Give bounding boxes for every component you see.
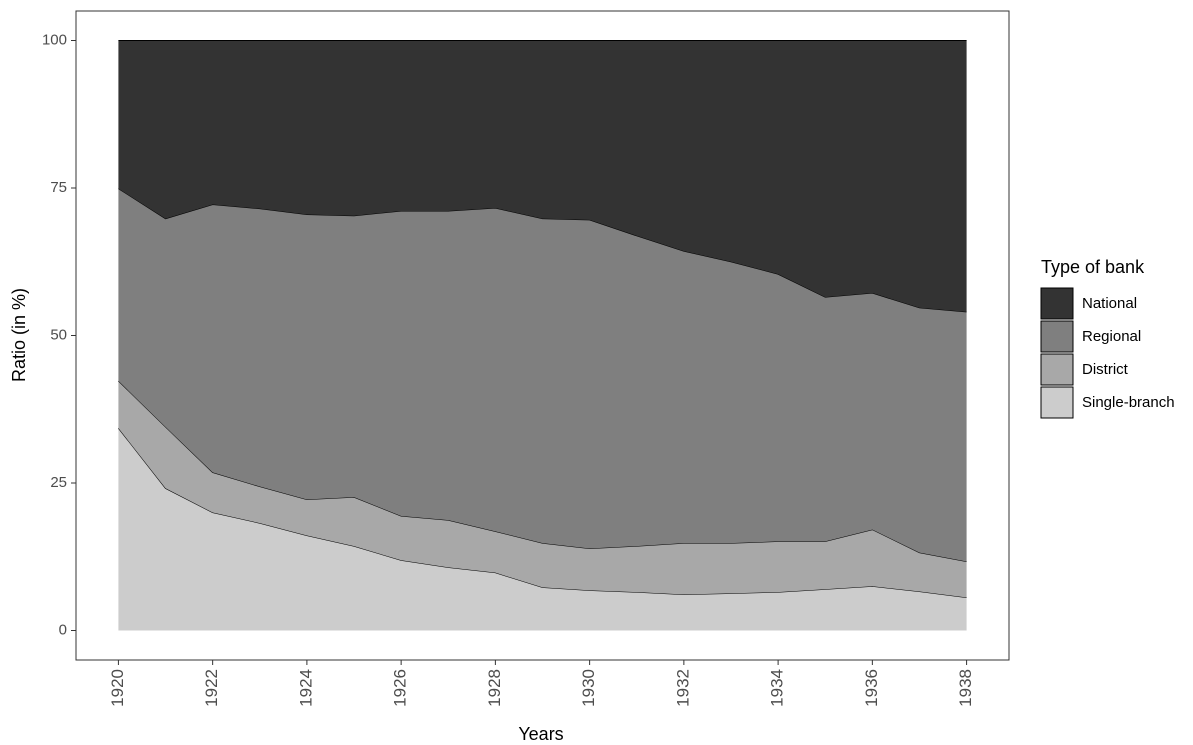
x-tick-label: 1936 [862, 669, 881, 707]
y-tick-label: 50 [50, 326, 67, 343]
y-tick-label: 0 [59, 621, 67, 638]
x-tick-label: 1930 [579, 669, 598, 707]
x-tick-label: 1938 [956, 669, 975, 707]
legend-label: National [1082, 295, 1137, 312]
legend-key [1040, 353, 1074, 386]
area [118, 40, 967, 312]
legend-key [1040, 320, 1074, 353]
y-axis-title: Ratio (in %) [9, 288, 29, 382]
x-tick-label: 1932 [673, 669, 692, 707]
legend-label: District [1082, 361, 1129, 378]
legend-title: Type of bank [1041, 257, 1145, 277]
y-tick-label: 75 [50, 179, 67, 196]
x-tick-label: 1928 [485, 669, 504, 707]
legend-key [1040, 287, 1074, 320]
x-tick-label: 1934 [768, 669, 787, 707]
x-tick-label: 1920 [108, 669, 127, 707]
area [118, 188, 967, 562]
x-axis-title: Years [518, 724, 563, 744]
legend-label: Single-branch [1082, 394, 1175, 411]
x-tick-label: 1922 [202, 669, 221, 707]
area [118, 428, 967, 631]
y-tick-label: 100 [42, 31, 67, 48]
legend-key [1040, 386, 1074, 419]
legend-label: Regional [1082, 328, 1141, 345]
y-tick-label: 25 [50, 474, 67, 491]
x-tick-label: 1926 [391, 669, 410, 707]
area [118, 380, 967, 598]
x-tick-label: 1924 [296, 669, 315, 707]
